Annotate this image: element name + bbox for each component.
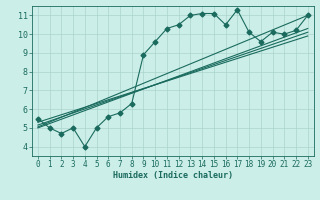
X-axis label: Humidex (Indice chaleur): Humidex (Indice chaleur) — [113, 171, 233, 180]
